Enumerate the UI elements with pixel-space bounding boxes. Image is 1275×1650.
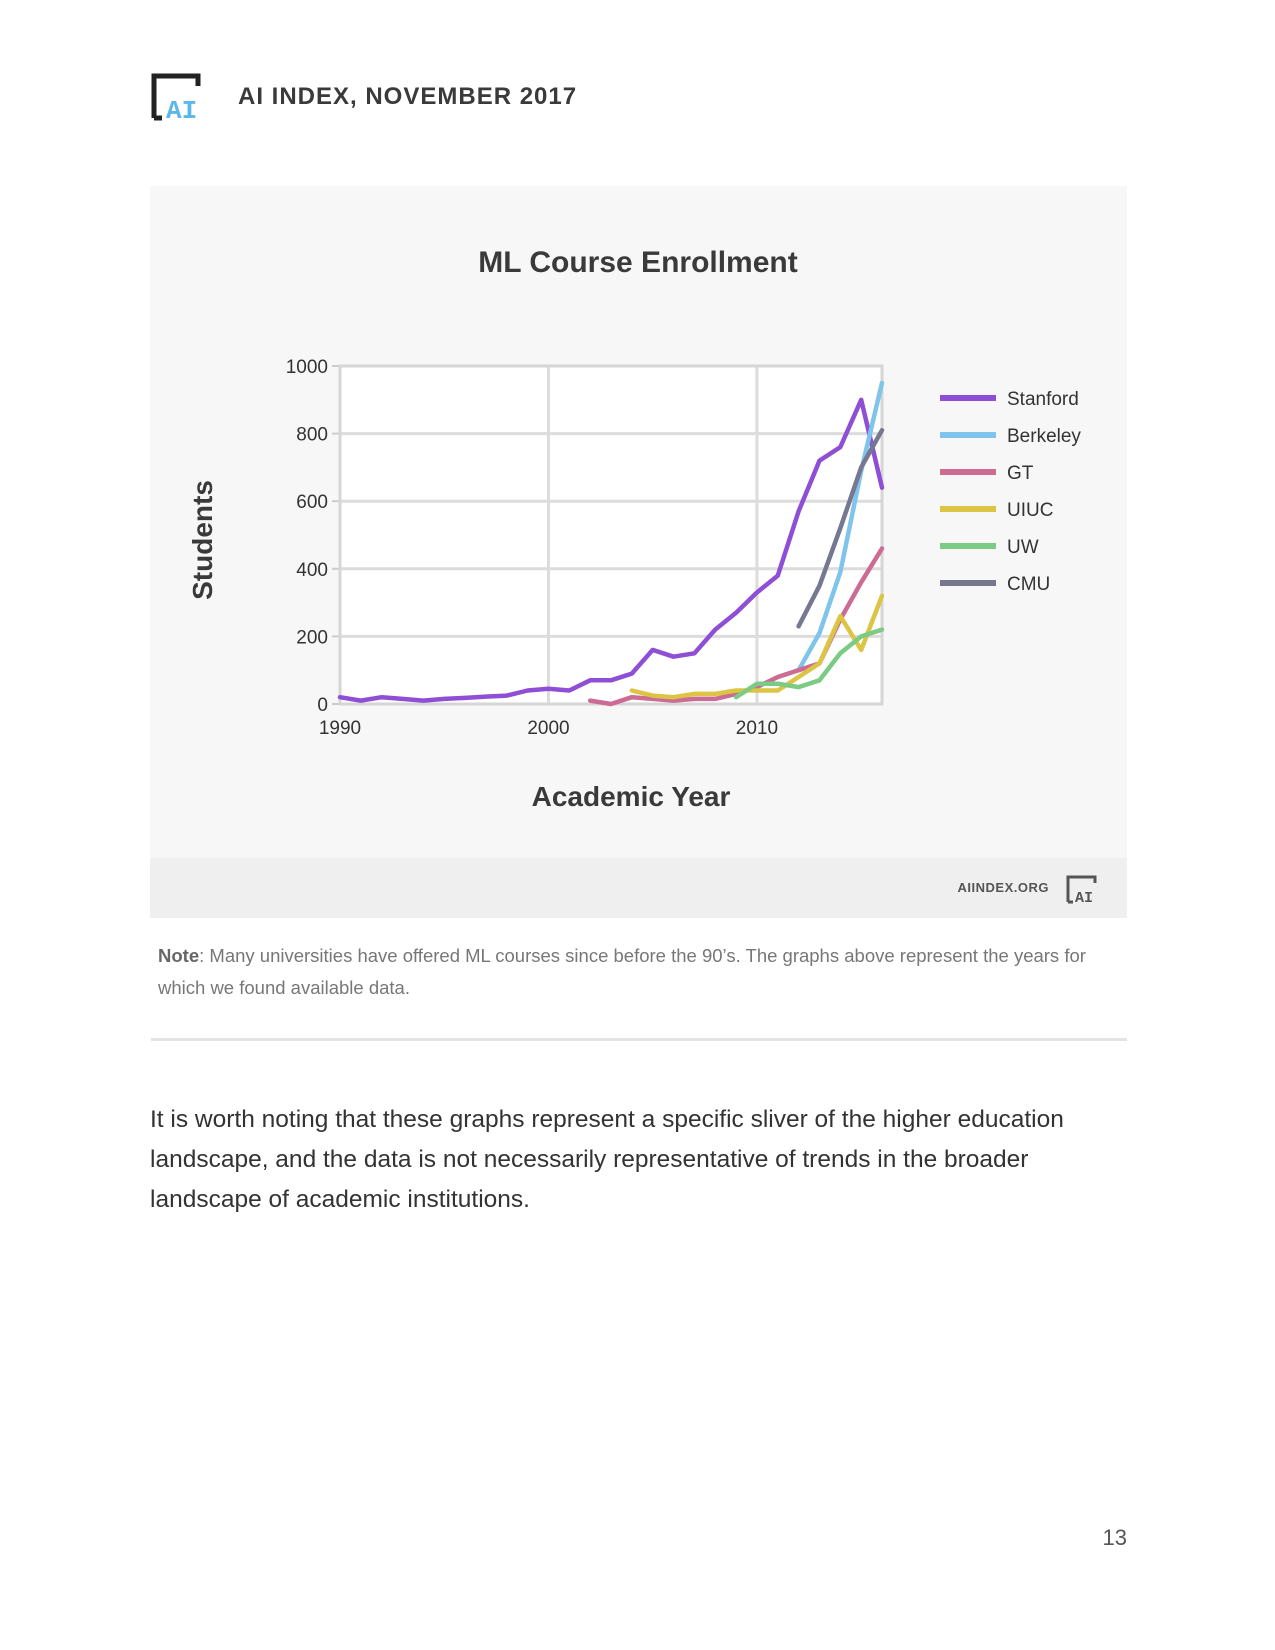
legend-label: Berkeley xyxy=(1007,426,1081,447)
ai-index-logo: AI xyxy=(151,73,201,122)
note-text: : Many universities have offered ML cour… xyxy=(158,945,1086,998)
body-paragraph: It is worth noting that these graphs rep… xyxy=(150,1106,1064,1213)
footer-logo-icon: AI xyxy=(1066,875,1097,904)
y-tick-label: 1000 xyxy=(286,357,328,378)
series-line-stanford xyxy=(337,397,885,703)
series-line-cmu xyxy=(796,427,885,629)
legend-label: Stanford xyxy=(1007,389,1079,410)
page-title: AI INDEX, NOVEMBER 2017 xyxy=(238,83,578,110)
chart-card: ML Course Enrollment 0 200 400 600 800 1000 199… xyxy=(150,186,1127,918)
series-line-uw xyxy=(733,627,885,700)
y-tick-label: 400 xyxy=(296,560,328,581)
footer-site-label: AIINDEX.ORG xyxy=(957,880,1049,895)
chart-note: Note: Many universities have offered ML … xyxy=(158,940,1088,1004)
x-tick-label: 2000 xyxy=(527,718,569,739)
x-tick-label: 1990 xyxy=(319,718,361,739)
logo-text: AI xyxy=(166,96,197,122)
note-label: Note xyxy=(158,945,200,966)
series-line-berkeley xyxy=(796,380,885,673)
legend-label: CMU xyxy=(1007,574,1050,595)
x-axis-label: Academic Year xyxy=(532,781,731,812)
legend-label: GT xyxy=(1007,463,1034,484)
y-tick-label: 800 xyxy=(296,425,328,446)
y-tick-label: 600 xyxy=(296,492,328,513)
y-tick-label: 0 xyxy=(317,695,328,716)
x-tick-label: 2010 xyxy=(736,718,778,739)
page-number: 13 xyxy=(1102,1525,1127,1550)
plot-area xyxy=(340,366,882,704)
legend-label: UIUC xyxy=(1007,500,1053,521)
series-line-uiuc xyxy=(629,593,885,700)
svg-text:AI: AI xyxy=(1075,890,1093,904)
page-header: AI AI INDEX, NOVEMBER 2017 xyxy=(150,72,577,122)
enrollment-chart: ML Course Enrollment 0 200 400 600 800 1000 199… xyxy=(187,246,1081,812)
y-tick-label: 200 xyxy=(296,627,328,648)
divider xyxy=(151,1038,1127,1041)
chart-footer: AIINDEX.ORG AI xyxy=(150,858,1127,918)
y-axis-label: Students xyxy=(187,480,218,600)
chart-title: ML Course Enrollment xyxy=(478,246,797,279)
legend-label: UW xyxy=(1007,537,1039,558)
